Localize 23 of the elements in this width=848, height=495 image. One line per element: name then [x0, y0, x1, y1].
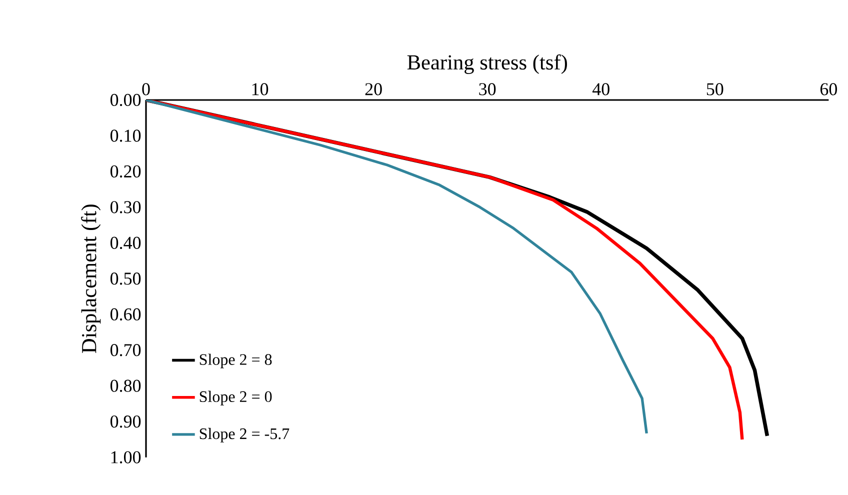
x-tick-label: 60: [820, 83, 837, 96]
y-tick-label: 0.40: [110, 236, 141, 250]
legend-label: Slope 2 = 8: [200, 354, 272, 368]
x-tick-label: 40: [592, 83, 610, 96]
y-axis-title: Displacement (ft): [81, 204, 101, 354]
y-tick-label: 0.90: [110, 416, 141, 428]
y-tick-label: 0.80: [110, 380, 141, 392]
y-tick-label: 0.50: [110, 272, 141, 285]
x-tick-label: 20: [365, 83, 382, 96]
y-tick-label: 0.00: [110, 94, 141, 106]
y-tick-label: 0.30: [110, 201, 141, 214]
legend-label: Slope 2 = -5.7: [200, 428, 290, 443]
x-tick-label: 50: [706, 83, 724, 96]
x-tick-label: 0: [142, 83, 150, 96]
y-tick-label: 0.20: [110, 166, 141, 178]
y-tick-label: 0.60: [110, 308, 141, 321]
x-axis-title: Bearing stress (tsf): [407, 54, 567, 74]
y-tick-label: 0.70: [110, 344, 141, 356]
x-tick-label: 10: [252, 83, 268, 96]
y-tick-label: 0.10: [110, 130, 141, 142]
legend-label: Slope 2 = 0: [200, 390, 272, 406]
x-tick-label: 30: [479, 83, 496, 96]
y-tick-label: 1.00: [111, 451, 141, 464]
